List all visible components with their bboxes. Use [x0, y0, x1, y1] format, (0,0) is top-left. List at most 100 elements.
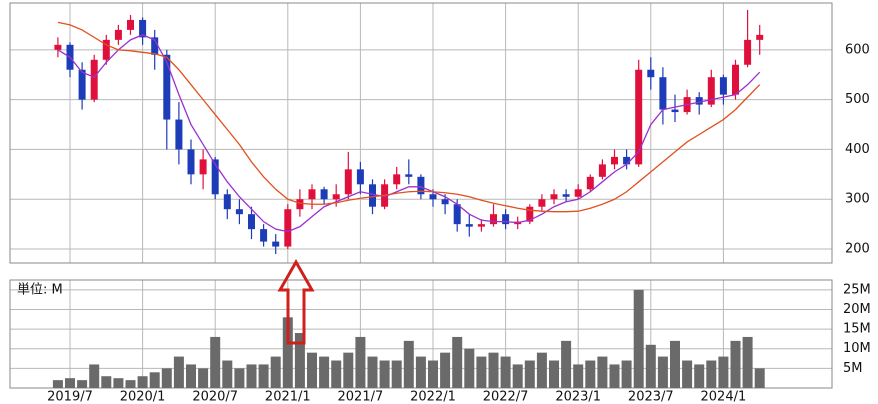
candle-body	[320, 189, 328, 200]
volume-bar	[476, 356, 487, 388]
candle-body	[90, 59, 98, 100]
volume-bar	[585, 360, 596, 388]
volume-bar	[379, 360, 390, 388]
volume-bar	[415, 356, 426, 388]
volume-bar	[391, 360, 402, 388]
candle-body	[707, 77, 715, 105]
volume-bar	[452, 336, 463, 388]
volume-bar	[331, 360, 342, 388]
price-panel	[9, 2, 833, 264]
volume-bar	[524, 360, 535, 388]
candle-body	[671, 109, 679, 113]
volume-bar	[137, 376, 148, 388]
volume-bar	[294, 333, 305, 388]
x-tick-label: 2024/1	[701, 390, 747, 404]
candle-body	[635, 69, 643, 165]
candle-body	[465, 224, 473, 227]
candle-body	[284, 209, 292, 247]
volume-bar	[125, 380, 136, 388]
candle-body	[187, 149, 195, 175]
candle-body	[719, 77, 727, 95]
volume-bar	[549, 360, 559, 388]
candle-body	[429, 194, 437, 200]
candle-body	[574, 189, 582, 197]
candle-body	[393, 174, 401, 185]
candle-body	[175, 119, 183, 150]
candle-body	[151, 37, 159, 55]
volume-bar	[718, 356, 729, 388]
candle-body	[260, 229, 268, 242]
volume-bar	[113, 378, 124, 388]
volume-bar	[258, 364, 269, 388]
volume-bar	[657, 356, 668, 388]
candle-body	[695, 97, 703, 105]
volume-bar	[149, 372, 160, 388]
volume-bar	[77, 380, 88, 388]
x-tick-label: 2021/1	[265, 390, 311, 404]
candle-body	[54, 44, 62, 50]
volume-bar	[754, 368, 765, 388]
candle-body	[732, 64, 739, 95]
candle-body	[308, 189, 316, 200]
candle-body	[127, 19, 134, 30]
x-tick-label: 2023/7	[628, 390, 674, 404]
volume-bar	[161, 368, 172, 388]
candle-body	[598, 164, 606, 177]
x-tick-label: 2022/1	[410, 390, 456, 404]
volume-bar	[307, 352, 317, 388]
volume-bar	[52, 380, 63, 388]
candle-body	[659, 77, 667, 110]
volume-bar	[597, 356, 608, 388]
candle-body	[211, 159, 219, 195]
candle-body	[78, 69, 86, 100]
y-tick-label: 20M	[843, 302, 871, 317]
volume-bar	[464, 348, 475, 388]
candle-body	[296, 199, 304, 210]
candle-body	[502, 214, 510, 225]
volume-bar	[89, 364, 100, 388]
volume-bar	[730, 340, 741, 388]
volume-bar	[234, 368, 245, 388]
candle-body	[538, 199, 546, 207]
candle-body	[526, 206, 534, 222]
candle-body	[550, 194, 558, 200]
volume-bar	[101, 376, 112, 388]
y-tick-label: 10M	[843, 341, 871, 356]
y-tick-label: 400	[845, 142, 870, 157]
y-tick-label: 5M	[843, 361, 863, 376]
volume-bar	[186, 364, 196, 388]
candle-body	[405, 174, 413, 177]
volume-bar	[573, 364, 584, 388]
volume-bar	[512, 364, 523, 388]
volume-bar	[355, 336, 366, 388]
x-tick-label: 2021/7	[338, 390, 384, 404]
volume-bar	[65, 378, 75, 388]
volume-bar	[742, 336, 753, 388]
volume-bar	[222, 360, 233, 388]
y-tick-label: 300	[845, 192, 870, 207]
candle-body	[744, 39, 752, 65]
volume-bar	[198, 368, 209, 388]
x-tick-label: 2020/7	[192, 390, 238, 404]
volume-bar	[246, 364, 257, 388]
volume-bar	[270, 356, 281, 388]
candle-body	[441, 199, 449, 205]
x-tick-label: 2022/7	[483, 390, 529, 404]
candle-body	[199, 159, 207, 175]
volume-bar	[645, 344, 656, 388]
candle-body	[163, 54, 171, 120]
volume-bar	[173, 356, 184, 388]
arrow	[277, 258, 315, 345]
candle-body	[235, 209, 243, 215]
volume-bar	[440, 352, 451, 388]
candle-body	[344, 169, 352, 195]
candle-body	[332, 194, 340, 200]
volume-bar	[633, 289, 644, 388]
candle-body	[223, 194, 231, 210]
candle-body	[562, 194, 570, 197]
volume-bar	[500, 356, 511, 388]
x-tick-label: 2023/1	[555, 390, 601, 404]
volume-bar	[210, 336, 221, 388]
candle-body	[647, 69, 655, 78]
